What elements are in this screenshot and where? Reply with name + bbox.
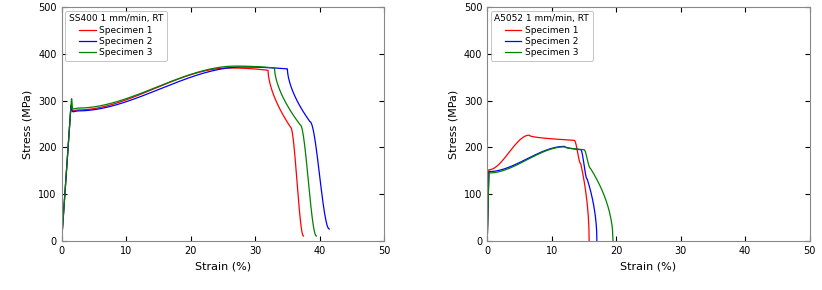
Specimen 2 [576,148,586,151]
Specimen 2 [589,204,598,207]
Line: Specimen 3: Specimen 3 [487,147,613,241]
Line: Specimen 1: Specimen 1 [62,68,303,241]
Specimen 2 [238,65,247,69]
Specimen 1 [493,164,503,167]
Specimen 1 [298,234,308,238]
Specimen 3 [483,203,493,207]
Specimen 1 [515,138,525,142]
Legend: Specimen 1, Specimen 2, Specimen 3: Specimen 1, Specimen 2, Specimen 3 [491,11,593,61]
Specimen 1 [584,239,594,242]
Specimen 1 [224,66,234,70]
Specimen 3 [608,239,618,242]
Specimen 2 [57,239,67,242]
Specimen 1 [581,195,591,198]
Specimen 1 [483,239,492,242]
Y-axis label: Stress (MPa): Stress (MPa) [23,89,33,159]
Specimen 2 [560,145,570,148]
Specimen 3 [501,168,511,171]
Specimen 1 [63,143,73,146]
Specimen 1 [287,130,297,133]
X-axis label: Strain (%): Strain (%) [621,261,677,271]
Specimen 1 [524,133,534,137]
Specimen 2 [325,227,335,231]
Specimen 2 [483,203,493,206]
Specimen 3 [145,88,155,92]
Specimen 3 [194,70,204,74]
Specimen 3 [231,64,241,68]
Specimen 3 [543,148,552,152]
Specimen 1 [483,202,493,205]
Specimen 1 [141,90,151,94]
Line: Specimen 3: Specimen 3 [62,66,316,241]
Line: Specimen 2: Specimen 2 [487,146,597,241]
Specimen 3 [579,148,589,151]
Specimen 2 [199,71,209,75]
Specimen 2 [501,166,511,170]
Legend: Specimen 1, Specimen 2, Specimen 3: Specimen 1, Specimen 2, Specimen 3 [65,11,167,61]
Specimen 1 [57,239,67,242]
Specimen 3 [60,192,70,195]
Specimen 2 [147,90,157,94]
Specimen 3 [483,239,492,242]
Specimen 3 [298,128,307,131]
Specimen 2 [483,181,493,184]
Specimen 2 [63,144,73,147]
Specimen 1 [483,179,493,183]
Specimen 2 [483,239,492,242]
Specimen 3 [483,182,493,185]
Specimen 3 [560,145,570,148]
Specimen 3 [601,197,611,201]
Specimen 1 [570,139,580,142]
Specimen 1 [224,66,234,70]
Specimen 2 [543,148,552,151]
Specimen 3 [63,139,73,142]
Specimen 1 [60,194,70,197]
Specimen 2 [60,194,70,197]
Specimen 2 [307,124,317,128]
Specimen 3 [312,234,321,238]
Specimen 2 [238,65,247,69]
Line: Specimen 1: Specimen 1 [487,135,589,241]
Specimen 1 [189,72,199,76]
Y-axis label: Stress (MPa): Stress (MPa) [448,89,459,159]
Specimen 2 [592,239,602,242]
Specimen 3 [57,239,67,242]
X-axis label: Strain (%): Strain (%) [195,261,251,271]
Specimen 3 [231,64,241,68]
Line: Specimen 2: Specimen 2 [62,67,330,241]
